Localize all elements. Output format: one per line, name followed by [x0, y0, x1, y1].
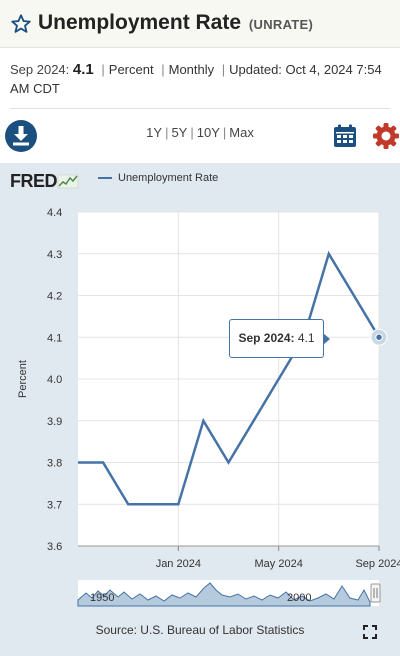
updated-time: 7:54 AM CDT — [10, 62, 382, 96]
title-bar: Unemployment Rate (UNRATE) — [0, 0, 400, 48]
y-axis-label: Percent — [17, 360, 29, 398]
y-tick-label: 3.7 — [47, 499, 62, 511]
calendar-icon[interactable] — [333, 124, 357, 148]
frequency-text: Monthly — [168, 62, 215, 77]
fullscreen-icon[interactable] — [363, 625, 377, 639]
line-chart[interactable]: 3.6 3.7 3.8 3.9 4.0 4.1 4.2 4.3 4.4 Jan 2024 May … — [0, 163, 400, 656]
navigator-handle[interactable] — [370, 583, 381, 603]
range-10y-button[interactable]: 10Y — [196, 125, 220, 140]
y-tick-label: 4.2 — [47, 291, 62, 303]
legend-label: Unemployment Rate — [118, 172, 219, 184]
series-line — [78, 250, 381, 506]
data-point-marker[interactable] — [375, 333, 383, 341]
x-tick-label: Jan 2024 — [156, 558, 201, 570]
observation-date: Sep 2024: — [10, 62, 70, 77]
y-tick-label: 4.3 — [47, 249, 62, 261]
page-title: Unemployment Rate (UNRATE) — [38, 11, 313, 35]
x-tick-label: Sep 2024 — [355, 558, 400, 570]
fred-logo-graph-icon — [57, 174, 79, 189]
range-1y-button[interactable]: 1Y — [146, 125, 163, 140]
fred-logo[interactable]: FRED — [10, 171, 79, 191]
navigator-label-right: 2000 — [287, 592, 311, 604]
y-tick-label: 3.9 — [47, 416, 62, 428]
observation-value: 4.1 — [72, 61, 94, 78]
chart-toolbar: 1Y | 5Y | 10Y | Max — [0, 116, 400, 158]
legend-swatch — [98, 177, 112, 179]
chart-legend: Unemployment Rate — [98, 172, 218, 184]
series-group — [78, 250, 388, 506]
range-5y-button[interactable]: 5Y — [171, 125, 188, 140]
divider: | — [221, 62, 226, 77]
range-max-button[interactable]: Max — [229, 125, 254, 140]
y-tick-label: 4.0 — [47, 374, 62, 386]
navigator-label-left: 1950 — [90, 592, 114, 604]
series-code: (UNRATE) — [248, 17, 314, 32]
y-tick-label: 3.8 — [47, 458, 62, 470]
series-meta: Sep 2024: 4.1 | Percent | Monthly | Updated… — [10, 60, 392, 98]
updated-label: Updated: — [229, 62, 282, 77]
fred-logo-text: FRED — [10, 170, 58, 191]
gear-icon[interactable] — [372, 122, 400, 150]
x-tick-label: May 2024 — [255, 558, 303, 570]
data-tooltip: Sep 2024: 4.1 — [229, 319, 330, 358]
source-credit: Source: U.S. Bureau of Labor Statistics — [95, 623, 305, 637]
units-text: Percent — [108, 62, 154, 77]
tooltip-value: 4.1 — [297, 331, 315, 345]
divider: | — [165, 125, 169, 140]
series-title: Unemployment Rate — [38, 11, 242, 34]
updated-date: Oct 4, 2024 — [285, 62, 353, 77]
tooltip-date: Sep 2024: — [238, 331, 295, 345]
divider: | — [161, 62, 165, 77]
divider: | — [222, 125, 227, 140]
download-button[interactable] — [5, 120, 37, 152]
y-tick-label: 4.1 — [47, 332, 62, 344]
divider: | — [101, 62, 105, 77]
x-axis: Jan 2024 May 2024 Sep 2024 — [78, 545, 400, 570]
y-tick-label: 4.4 — [47, 207, 62, 219]
divider — [10, 108, 390, 109]
range-navigator[interactable]: 1950 2000 — [77, 580, 381, 607]
navigator-area — [77, 582, 371, 607]
star-icon[interactable] — [10, 13, 32, 35]
divider: | — [190, 125, 194, 140]
y-axis: 3.6 3.7 3.8 3.9 4.0 4.1 4.2 4.3 4.4 — [47, 207, 62, 553]
y-tick-label: 3.6 — [47, 541, 62, 553]
download-icon — [13, 126, 29, 146]
date-range-selector: 1Y | 5Y | 10Y | Max — [0, 125, 400, 140]
